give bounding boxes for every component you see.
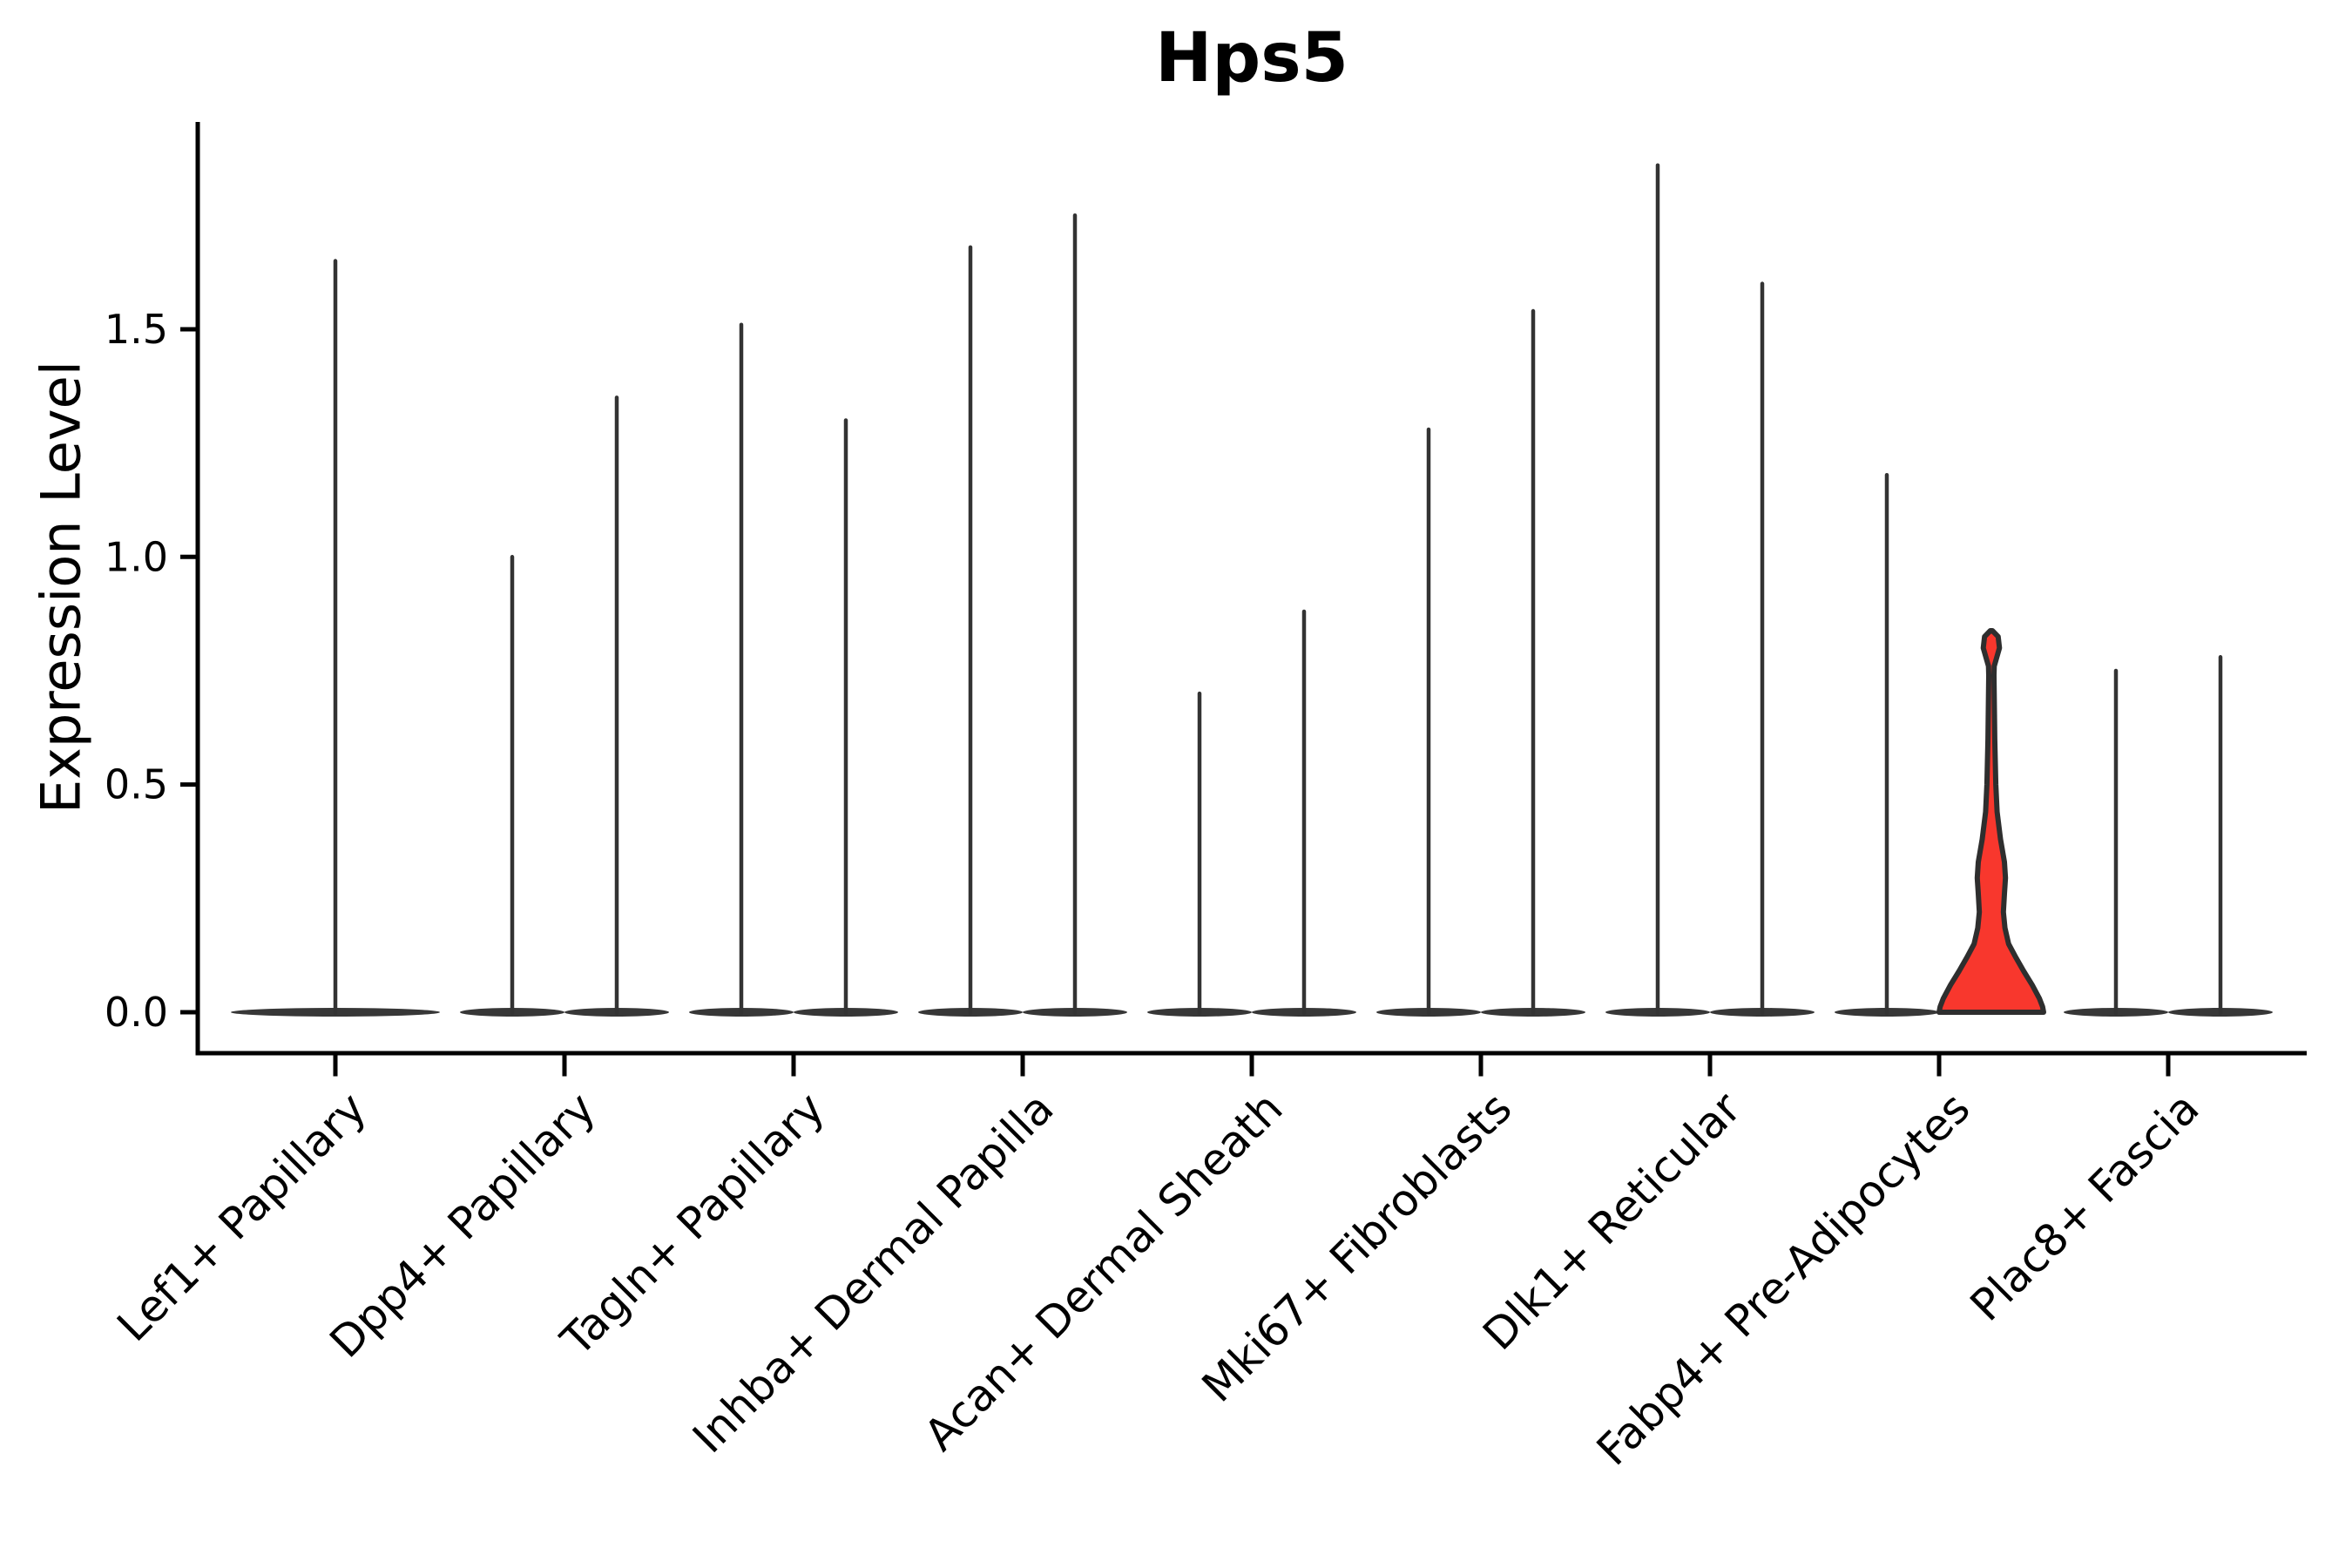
y-axis-label: Expression Level — [29, 361, 93, 814]
highlighted-violin — [1936, 628, 2046, 1015]
x-category-label: Lef1+ Papillary — [107, 1083, 375, 1351]
x-category-label: Plac8+ Fascia — [1961, 1083, 2209, 1331]
y-tick-label: 0.0 — [105, 989, 168, 1036]
y-tick-label: 1.0 — [105, 533, 168, 580]
chart-title: Hps5 — [1155, 19, 1348, 98]
y-tick-label: 1.5 — [105, 306, 168, 353]
x-category-label: Fabp4+ Pre-Adipocytes — [1587, 1083, 1980, 1476]
y-tick-label: 0.5 — [105, 761, 168, 808]
